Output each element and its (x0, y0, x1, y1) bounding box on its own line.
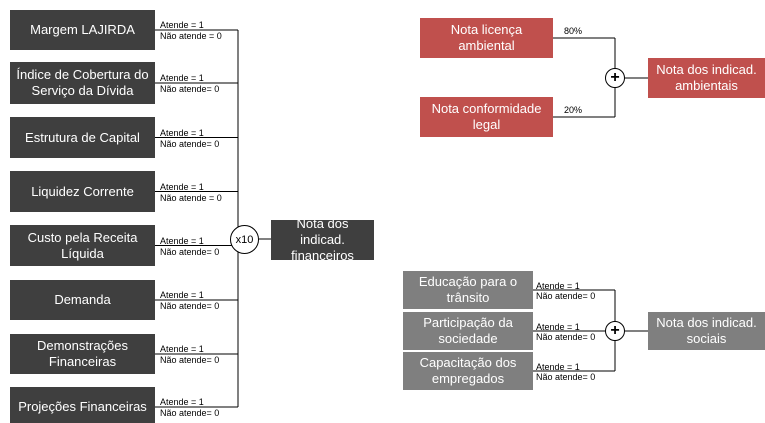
input-box: Participação da sociedade (403, 312, 533, 350)
yes-label: Atende = 1 (160, 127, 204, 138)
input-box: Demanda (10, 280, 155, 320)
no-label: Não atende= 0 (160, 138, 220, 149)
weight-label: 20% (564, 105, 583, 115)
no-label: Não atende= 0 (536, 291, 596, 301)
input-box: Educação para o trânsito (403, 271, 533, 309)
input-box: Nota licença ambiental (420, 18, 553, 58)
yes-label: Atende = 1 (160, 20, 204, 30)
yes-label: Atende = 1 (536, 362, 580, 372)
no-label: Não atende= 0 (160, 408, 220, 418)
output-box: Nota dos indicad. financeiros (271, 220, 374, 260)
no-label: Não atende= 0 (536, 332, 596, 342)
no-label: Não atende = 0 (160, 31, 222, 41)
weight-label: 80% (564, 26, 583, 36)
output-box: Nota dos indicad. sociais (648, 312, 765, 350)
yes-label: Atende = 1 (160, 73, 204, 83)
yes-label: Atende = 1 (160, 235, 204, 246)
yes-label: Atende = 1 (160, 181, 204, 192)
input-box: Nota conformidade legal (420, 97, 553, 137)
no-label: Não atende= 0 (160, 246, 220, 257)
yes-label: Atende = 1 (160, 397, 204, 407)
output-box: Nota dos indicad. ambientais (648, 58, 765, 98)
yes-label: Atende = 1 (536, 322, 580, 332)
operator: + (605, 321, 625, 341)
no-label: Não atende= 0 (536, 372, 596, 382)
input-box: Índice de Cobertura do Serviço da Dívida (10, 62, 155, 104)
input-box: Custo pela Receita Líquida (10, 225, 155, 266)
input-box: Capacitação dos empregados (403, 352, 533, 390)
no-label: Não atende= 0 (160, 301, 220, 311)
operator: x10 (230, 225, 259, 254)
yes-label: Atende = 1 (160, 290, 204, 300)
operator: + (605, 68, 625, 88)
no-label: Não atende= 0 (160, 355, 220, 365)
input-box: Estrutura de Capital (10, 117, 155, 158)
no-label: Não atende = 0 (160, 192, 222, 203)
no-label: Não atende= 0 (160, 84, 220, 94)
input-box: Demonstrações Financeiras (10, 334, 155, 374)
yes-label: Atende = 1 (536, 281, 580, 291)
yes-label: Atende = 1 (160, 344, 204, 354)
input-box: Liquidez Corrente (10, 171, 155, 212)
input-box: Projeções Financeiras (10, 387, 155, 423)
input-box: Margem LAJIRDA (10, 10, 155, 50)
